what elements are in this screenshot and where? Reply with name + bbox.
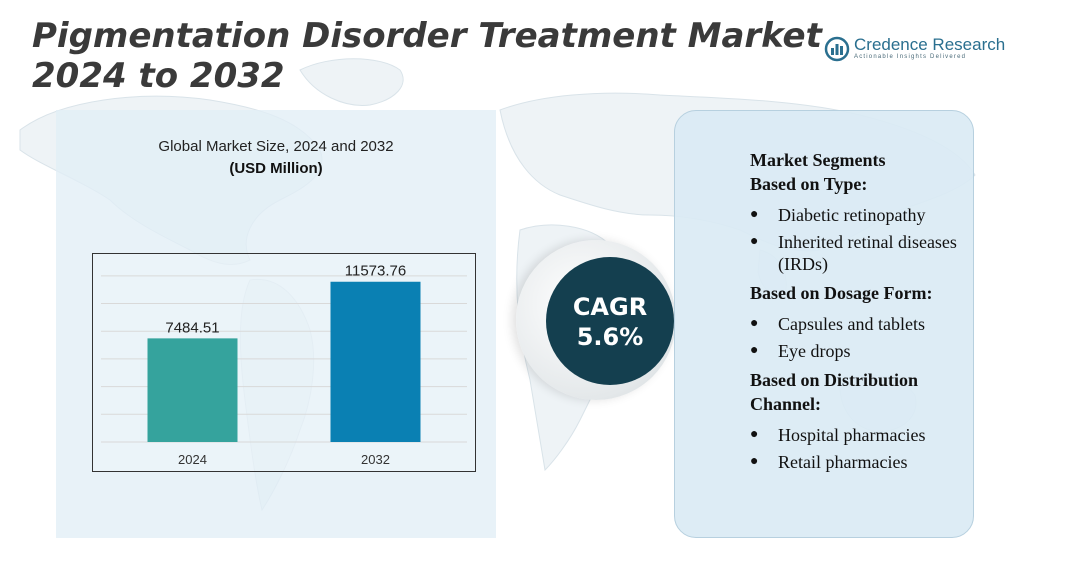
page-title: Pigmentation Disorder Treatment Market 2… xyxy=(32,16,822,96)
list-item: ● Eye drops xyxy=(750,340,978,362)
list-item: ● Inherited retinal diseases (IRDs) xyxy=(750,231,978,275)
list-item-label: Hospital pharmacies xyxy=(778,425,926,445)
list-item-label: Retail pharmacies xyxy=(778,452,908,472)
list-item-label: Capsules and tablets xyxy=(778,314,925,334)
chart-title: Global Market Size, 2024 and 2032 xyxy=(158,138,394,155)
bullet-icon: ● xyxy=(750,454,759,469)
segment-group-title-dosage: Based on Dosage Form: xyxy=(750,283,933,303)
segment-group-title-type: Based on Type: xyxy=(750,174,868,194)
brand-logo: Credence Research Actionable Insights De… xyxy=(824,34,1006,68)
segment-group-title-distribution: Based on Distribution Channel: xyxy=(750,370,919,414)
chart-subtitle: (USD Million) xyxy=(229,160,323,177)
x-tick-label-2024: 2024 xyxy=(178,452,207,467)
list-item-label: Diabetic retinopathy xyxy=(778,205,926,225)
bullet-icon: ● xyxy=(750,207,759,222)
data-label-2024: 7484.51 xyxy=(165,319,219,336)
bullet-icon: ● xyxy=(750,316,759,331)
bullet-icon: ● xyxy=(750,343,759,358)
list-item: ● Hospital pharmacies xyxy=(750,424,978,446)
x-tick-label-2032: 2032 xyxy=(361,452,390,467)
data-label-2032: 11573.76 xyxy=(345,263,406,280)
bar-2024 xyxy=(147,338,238,442)
list-item: ● Capsules and tablets xyxy=(750,313,978,335)
cagr-badge: CAGR 5.6% xyxy=(546,257,674,385)
segment-list-dosage: ● Capsules and tablets ● Eye drops xyxy=(750,313,978,362)
brand-name: Credence Research xyxy=(854,35,1006,54)
segments-content: Market Segments Based on Type: ● Diabetic… xyxy=(750,148,978,479)
brand-tagline: Actionable Insights Delivered xyxy=(854,54,967,60)
segments-heading: Market Segments xyxy=(750,150,886,170)
chart-panel: Global Market Size, 2024 and 2032 (USD M… xyxy=(56,110,496,538)
credence-logo-icon xyxy=(824,36,850,62)
list-item-label: Inherited retinal diseases (IRDs) xyxy=(778,232,957,274)
bar-chart: 7484.51 2024 11573.76 2032 xyxy=(92,253,476,472)
bar-2032 xyxy=(330,281,421,442)
segments-panel xyxy=(674,110,974,538)
segment-list-type: ● Diabetic retinopathy ● Inherited retinal… xyxy=(750,204,978,275)
list-item-label: Eye drops xyxy=(778,341,851,361)
cagr-label: CAGR xyxy=(572,293,648,321)
bullet-icon: ● xyxy=(750,234,759,249)
segment-list-distribution: ● Hospital pharmacies ● Retail pharmacies xyxy=(750,424,978,473)
list-item: ● Retail pharmacies xyxy=(750,451,978,473)
bar-chart-svg: 7484.51 2024 11573.76 2032 xyxy=(101,263,467,467)
cagr-value: 5.6% xyxy=(576,323,644,351)
bullet-icon: ● xyxy=(750,427,759,442)
list-item: ● Diabetic retinopathy xyxy=(750,204,978,226)
